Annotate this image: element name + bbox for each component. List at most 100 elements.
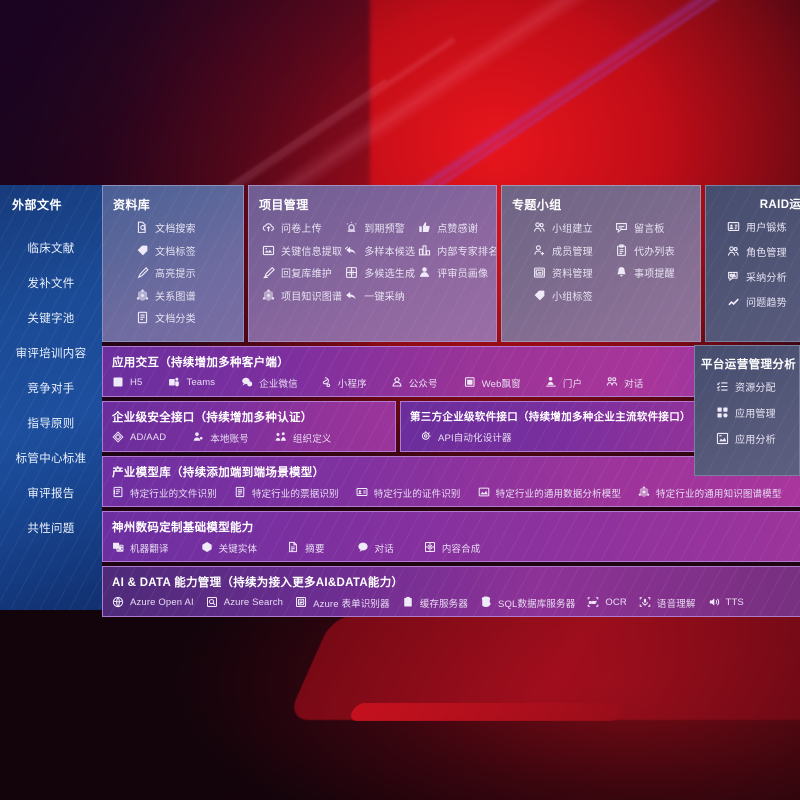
pm-item-multi-candidate-gen[interactable]: 多候选生成 [344,265,415,280]
tg-item-reminder[interactable]: 事项提醒 [614,265,692,280]
pm-item-expert-ranking[interactable]: 内部专家排名 [417,243,497,258]
raid-item-issue-trend[interactable]: 问题趋势 [726,294,800,309]
background-chevron-small [347,703,627,721]
tg-item-message-board[interactable]: 留言板 [614,220,692,235]
platform-item-app-management[interactable]: 应用管理 [715,405,793,420]
sidebar-item-review-training[interactable]: 审评培训内容 [15,347,87,360]
pm-item-label: 内部专家排名 [437,246,497,258]
chip-cache-server[interactable]: 缓存服务器 [402,596,468,610]
tg-item-todo-list[interactable]: 代办列表 [614,243,692,258]
pm-item-key-info-extract[interactable]: 关键信息提取 [261,243,342,258]
kb-item-doc-classify[interactable]: 文档分类 [135,310,235,325]
pm-item-questionnaire-upload[interactable]: 问卷上传 [261,220,342,235]
architecture-diagram: 外部文件 临床文献 发补文件 关键字池 审评培训内容 竞争对手 指导原则 标管中… [0,185,800,617]
chip-dialog-capability[interactable]: 对话 [357,541,394,555]
chip-label: 对话 [624,378,644,390]
band-enterprise-security: 企业级安全接口（持续增加多种认证） AD/AAD 本地账号 组织定义 [102,400,396,452]
tg-item-group-tag[interactable]: 小组标签 [532,288,610,303]
chip-summary[interactable]: 摘要 [287,541,324,555]
chip-data-analysis-model[interactable]: 特定行业的通用数据分析模型 [478,486,621,500]
sidebar-item-common-issues[interactable]: 共性问题 [27,522,75,535]
chip-label: 特定行业的通用数据分析模型 [495,488,622,500]
pm-item-reviewer-profile[interactable]: 评审员画像 [417,265,496,280]
pm-item-label: 多候选生成 [364,269,416,280]
chip-portal[interactable]: 门户 [545,376,582,390]
chip-local-account[interactable]: 本地账号 [192,431,249,445]
sidebar-item-keyword-pool[interactable]: 关键字池 [27,312,75,325]
chip-azure-search[interactable]: Azure Search [206,596,283,610]
chip-label: 语音理解 [656,598,696,610]
chip-ocr[interactable]: ocr OCR [587,596,627,610]
chip-h5[interactable]: 5 H5 [112,376,142,390]
tg-item-material-management[interactable]: 资料管理 [532,265,610,280]
sidebar-item-standards-center[interactable]: 标管中心标准 [15,452,87,465]
org-people-icon [275,431,289,445]
chip-ad-aad[interactable]: AD/AAD [112,430,166,445]
api-gear-icon [420,430,434,444]
chip-azure-openai[interactable]: Azure Open AI [112,596,194,610]
miniprogram-icon [320,376,334,390]
chip-official-account[interactable]: 公众号 [391,376,438,390]
svg-text:5: 5 [115,379,119,386]
sidebar-item-clinical-literature[interactable]: 临床文献 [27,242,75,255]
azure-form-icon [295,596,309,610]
chip-miniprogram[interactable]: 小程序 [320,376,367,390]
chip-sql-server[interactable]: SQL SQL数据库服务器 [480,596,575,610]
kb-item-graph[interactable]: 关系图谱 [135,288,235,303]
platform-analysis-rail: 平台运营管理分析 资源分配 应用管理 应用分析 [694,345,800,610]
chip-org-definition[interactable]: 组织定义 [275,431,332,445]
chip-content-synthesis[interactable]: 内容合成 [424,541,481,555]
pm-item-like-thanks[interactable]: 点赞感谢 [417,220,496,235]
raid-analysis-list: 用户锻炼 角色管理 QA 采纳分析 问题趋势 [712,219,800,309]
chip-id-recognition[interactable]: 特定行业的证件识别 [356,486,461,500]
platform-item-app-analysis[interactable]: 应用分析 [715,431,793,446]
chip-tts[interactable]: TTS [708,596,744,610]
apps-grid-icon [715,405,730,420]
chip-receipt-recognition[interactable]: 特定行业的票据识别 [234,486,339,500]
sidebar-item-supplement-files[interactable]: 发补文件 [27,277,75,290]
tg-item-group-create[interactable]: 小组建立 [532,220,610,235]
knowledge-base-list: 文档搜索 文档标签 高亮提示 关系图谱 [113,220,235,325]
pm-item-multi-sample-candidate[interactable]: 多样本候选 [344,243,415,258]
raid-item-role-management[interactable]: 角色管理 [726,244,800,259]
raid-item-user-training[interactable]: 用户锻炼 [726,219,800,234]
speech-icon [639,596,653,610]
raid-item-adoption-analysis[interactable]: QA 采纳分析 [726,269,800,284]
kb-item-doc-search[interactable]: 文档搜索 [135,220,235,235]
card-topic-group: 专题小组 小组建立 留言板 成员管理 [501,185,701,342]
chip-api-designer[interactable]: API自动化设计器 [420,430,512,444]
tg-item-label: 小组标签 [552,291,593,303]
tg-item-member-management[interactable]: 成员管理 [532,243,610,258]
kb-item-doc-tag[interactable]: 文档标签 [135,243,235,258]
ocr-icon: ocr [587,596,601,610]
chip-web-popup[interactable]: Web飘窗 [464,376,521,390]
sidebar-item-competitors[interactable]: 竞争对手 [27,382,75,395]
platform-item-label: 应用分析 [735,435,776,446]
sidebar-item-guidelines[interactable]: 指导原则 [27,417,75,430]
platform-item-resource-allocation[interactable]: 资源分配 [715,379,793,394]
chip-key-entity[interactable]: A 关键实体 [201,541,258,555]
chip-azure-form-recognizer[interactable]: Azure 表单识别器 [295,596,390,610]
chip-dialog[interactable]: 对话 [606,376,643,390]
tg-item-label: 小组建立 [552,224,593,235]
chip-speech-understanding[interactable]: 语音理解 [639,596,696,610]
card-title-platform-analysis: 平台运营管理分析 [701,359,797,371]
kb-item-highlight[interactable]: 高亮提示 [135,265,235,280]
pm-item-one-click-adopt[interactable]: 一键采纳 [344,288,415,303]
pm-item-project-knowledge-graph[interactable]: 项目知识图谱 [261,288,342,303]
kb-item-label: 文档标签 [155,246,196,258]
sidebar-item-review-report[interactable]: 审评报告 [27,487,75,500]
person-add-icon [532,243,547,258]
chip-wechat-work[interactable]: 企业微信 [241,376,298,390]
pm-item-due-alert[interactable]: 到期预警 [344,220,415,235]
chip-knowledge-graph-model[interactable]: 特定行业的通用知识图谱模型 [638,485,781,500]
chip-label: 缓存服务器 [419,598,468,610]
sidebar-title: 外部文件 [12,198,63,212]
pm-item-reply-library[interactable]: 回复库维护 [261,265,342,280]
chip-teams[interactable]: Teams [168,376,215,390]
chip-file-recognition[interactable]: 特定行业的文件识别 [112,486,217,500]
alarm-light-icon [344,220,359,235]
kb-item-label: 关系图谱 [155,291,196,303]
azure-openai-icon [112,596,126,610]
